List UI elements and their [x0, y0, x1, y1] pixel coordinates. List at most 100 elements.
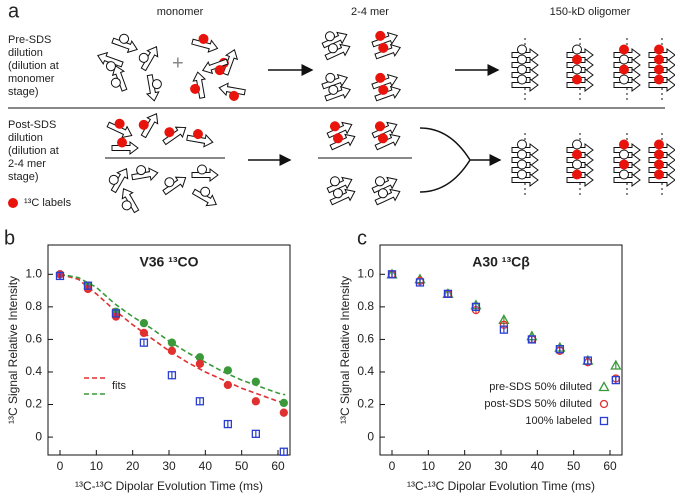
peptide [185, 126, 216, 149]
diagram: a monomer 2-4 mer 150-kD oligomer + ¹³C … [8, 0, 665, 209]
marker [111, 309, 121, 318]
x-tick-label: 0 [389, 459, 396, 473]
stage-label: 150-kD oligomer [550, 6, 631, 18]
legend-text: 100% labeled [525, 415, 592, 427]
legend-text: pre-SDS 50% diluted [489, 381, 592, 393]
marker [223, 366, 233, 375]
marker [611, 375, 620, 385]
stage-description: (dilution at [8, 60, 59, 72]
marker [387, 270, 397, 279]
peptide [190, 30, 221, 55]
x-tick-label: 30 [494, 459, 508, 473]
peptide [104, 163, 133, 195]
y-tick-label: 0.2 [357, 397, 374, 411]
y-tick-label: 0 [35, 429, 42, 443]
legend-text: post-SDS 50% diluted [484, 398, 592, 410]
peptide [133, 107, 163, 140]
x-tick-label: 20 [458, 459, 472, 473]
marker [599, 399, 609, 409]
marker [443, 289, 453, 298]
x-tick-label: 50 [567, 459, 581, 473]
peptide [143, 72, 165, 103]
stage-description: dilution [8, 132, 43, 144]
panel-label: a [8, 0, 20, 22]
x-tick-label: 60 [271, 459, 285, 473]
merge-arrow [419, 127, 500, 193]
peptide [191, 164, 219, 182]
y-tick-label: 0 [367, 429, 374, 443]
stage-description: 2-4 mer [8, 158, 46, 170]
fit-curve [59, 273, 286, 396]
peptide [216, 81, 247, 104]
peptide [105, 114, 137, 142]
peptide [114, 185, 143, 217]
x-tick-label: 10 [90, 459, 104, 473]
marker [167, 346, 177, 355]
y-tick-label: 0.6 [25, 332, 42, 346]
marker [610, 359, 622, 370]
y-tick-label: 0.2 [25, 397, 42, 411]
marker [195, 397, 205, 406]
x-tick-label: 60 [603, 459, 617, 473]
marker [223, 419, 233, 429]
stage-description: stage) [8, 86, 39, 98]
marker [167, 338, 177, 347]
chart-title: V36 ¹³CO [139, 254, 198, 270]
marker [55, 271, 65, 281]
y-axis-label: ¹³C Signal Relative Intensity [6, 276, 20, 424]
marker [555, 345, 565, 354]
y-tick-label: 0.6 [357, 332, 374, 346]
marker [167, 371, 177, 380]
y-tick-label: 1.0 [25, 266, 42, 280]
marker [499, 325, 509, 334]
stage-description: stage) [8, 171, 39, 183]
panel-label: c [357, 227, 367, 249]
stage-description: (dilution at [8, 145, 59, 157]
peptide [134, 41, 163, 73]
stage-description: Post-SDS [8, 119, 56, 131]
marker [139, 338, 149, 347]
marker [583, 356, 592, 365]
stage-label: monomer [157, 6, 204, 18]
marker [251, 397, 260, 406]
stage-description: monomer [8, 73, 55, 85]
marker [223, 380, 233, 390]
y-tick-label: 0.4 [357, 364, 374, 378]
stage-description: Pre-SDS [8, 34, 51, 46]
x-tick-label: 10 [422, 459, 436, 473]
marker [527, 335, 537, 344]
peptide [157, 118, 190, 148]
x-axis-label: ¹³C-¹³C Dipolar Evolution Time (ms) [75, 479, 263, 493]
peptide [129, 162, 160, 184]
y-tick-label: 1.0 [357, 266, 374, 280]
x-tick-label: 30 [162, 459, 176, 473]
marker [279, 408, 288, 417]
fit-curve [59, 273, 286, 404]
marker [279, 398, 288, 408]
y-axis-label: ¹³C Signal Relative Intensity [338, 276, 352, 424]
legend-dot [8, 198, 18, 208]
marker [251, 429, 260, 438]
marker [279, 447, 288, 456]
stage-description: dilution [8, 47, 43, 59]
peptide [110, 30, 142, 56]
chart-title: A30 ¹³Cβ [472, 254, 530, 270]
x-tick-label: 40 [531, 459, 545, 473]
peptide [190, 182, 222, 211]
stage-label: 2-4 mer [351, 6, 389, 18]
marker [415, 278, 425, 287]
x-tick-label: 0 [57, 459, 64, 473]
marker [471, 302, 481, 312]
y-tick-label: 0.4 [25, 364, 42, 378]
peptide [111, 137, 139, 155]
marker [251, 377, 260, 386]
marker [599, 416, 609, 426]
x-tick-label: 40 [199, 459, 213, 473]
marker [83, 281, 93, 290]
legend-text: fits [112, 380, 127, 392]
marker [139, 328, 149, 338]
marker [195, 359, 205, 368]
marker [139, 318, 149, 328]
y-tick-label: 0.8 [25, 299, 42, 313]
